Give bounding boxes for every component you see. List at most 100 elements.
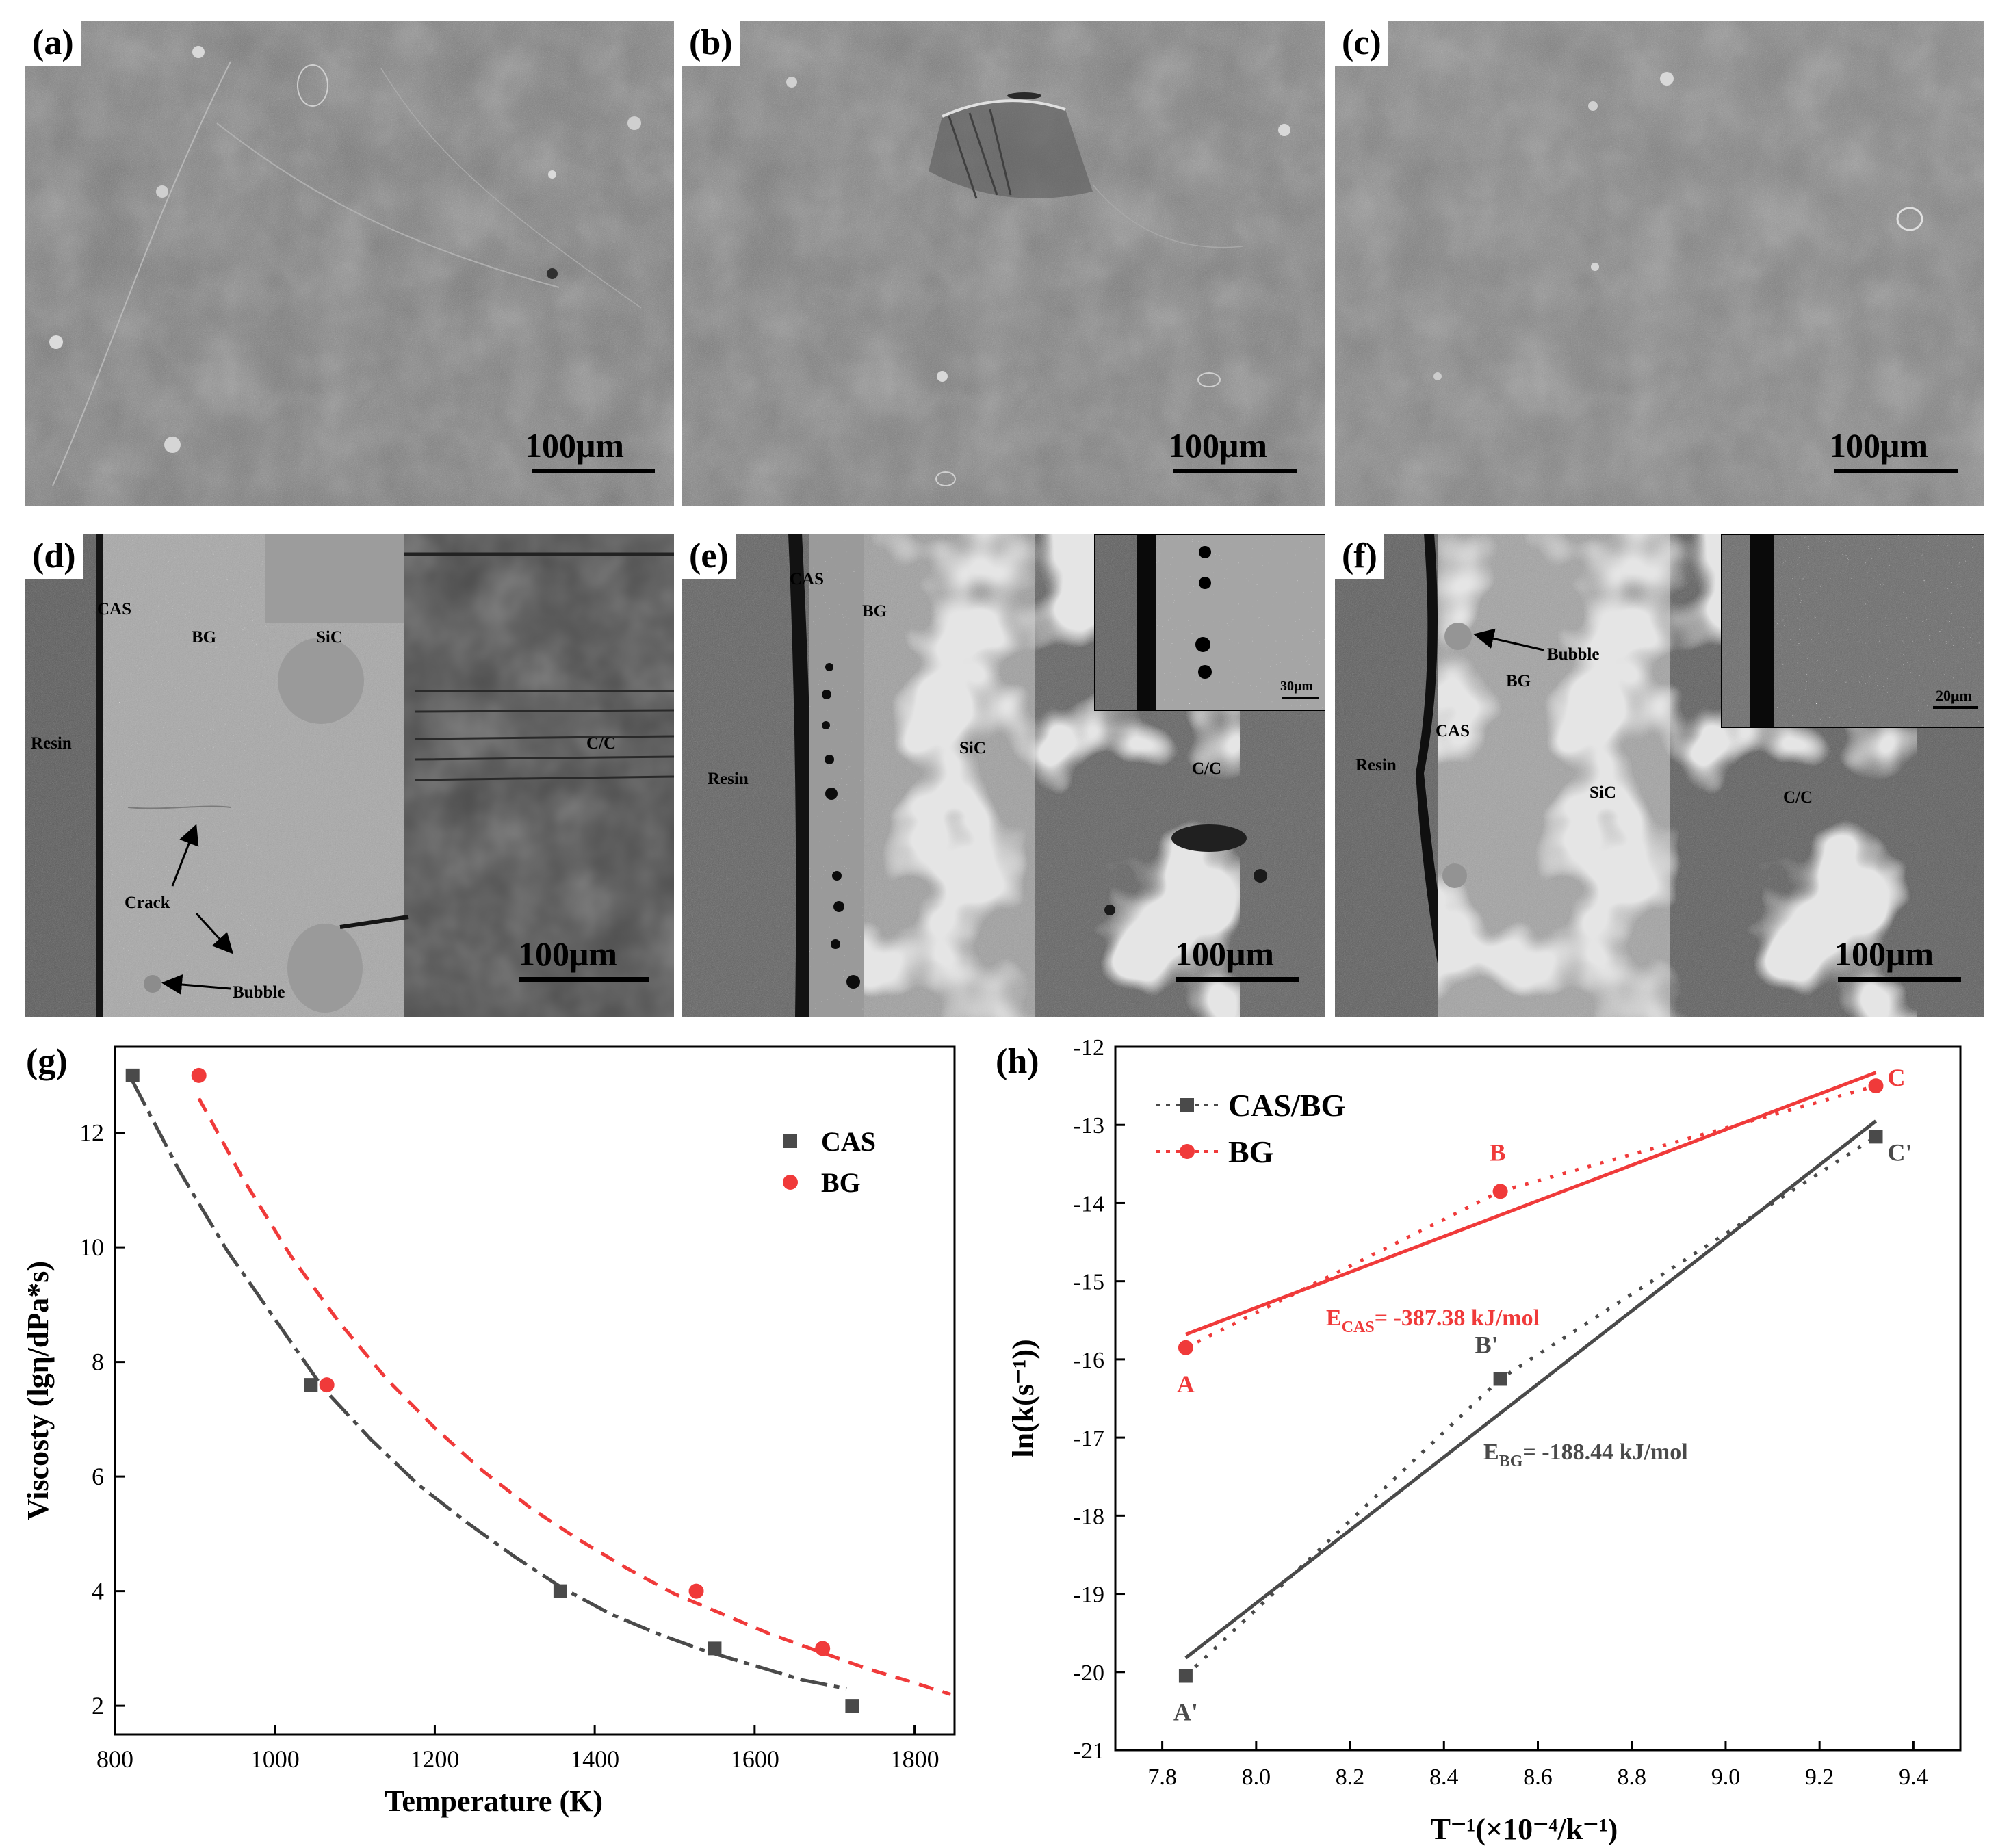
label-resin: Resin [31,734,72,753]
sem-image-e [682,534,1325,1017]
x-tick-label: 1600 [730,1745,779,1773]
panel-a-label: (a) [25,21,81,66]
sem-panel-a: (a) 100μm [25,21,674,506]
label-cc: C/C [586,734,617,753]
series-bg [191,1067,951,1696]
sem-image-d [25,534,674,1017]
label-cas: CAS [1436,722,1470,740]
x-tick-label: 800 [96,1745,133,1773]
x-tick-label: 8.4 [1429,1765,1459,1790]
sem-panel-f: 20μm (f) Bubble BG CAS Resin SiC C/C 100… [1335,534,1984,1017]
y-tick-label: 10 [79,1234,104,1261]
panel-f-scale-bar [1838,977,1961,982]
y-tick-label: -21 [1074,1739,1104,1764]
point-label: B [1490,1138,1506,1166]
annotation-arrows-f [1473,628,1544,651]
x-axis-title: T⁻¹(×10⁻⁴/k⁻¹) [1431,1812,1618,1846]
y-tick-label: -14 [1074,1191,1104,1216]
sem-panel-b: (b) 100μm [682,21,1325,506]
data-point-cas [304,1378,318,1392]
data-point [1492,1184,1508,1199]
viscosity-chart: (g) 800 1000 1200 1400 1600 1800 2 4 6 8 10 12 Temper… [21,1042,956,1818]
series-cas [125,1068,859,1713]
x-tick-label: 8.8 [1617,1765,1646,1790]
label-resin: Resin [1355,756,1397,775]
y-tick-label: 2 [92,1692,104,1719]
y-tick-label: 8 [92,1349,104,1376]
y-axis-title: Viscosty (lgη/dPa*s) [21,1261,55,1520]
panel-a-scale-bar [532,469,655,473]
label-cc: C/C [1192,759,1222,778]
chart-g-panel-label: (g) [26,1042,68,1081]
y-tick-label: -17 [1074,1426,1104,1451]
y-tick-label: -12 [1074,1035,1104,1060]
legend-marker-bg [783,1175,798,1190]
x-tick-label: 9.4 [1899,1765,1928,1790]
y-tick-label: -18 [1074,1504,1104,1529]
data-point-bg [815,1641,831,1656]
legend-label-bg: BG [821,1167,861,1198]
label-sic: SiC [959,739,986,757]
y-tick-label: 12 [79,1119,104,1147]
data-point-bg [688,1583,704,1599]
label-cas: CAS [790,570,825,588]
label-cc: C/C [1783,788,1813,807]
panel-b-scale-bar [1173,469,1297,473]
y-tick-label: -13 [1074,1113,1104,1138]
legend-marker [1180,1098,1194,1112]
x-tick-label: 8.0 [1242,1765,1271,1790]
panel-b-scale-text: 100μm [1168,426,1267,465]
panel-e-label: (e) [682,534,736,579]
sem-panel-e: 30μm (e) CAS BG SiC Resin C/C 100μm [682,534,1325,1017]
inset-f-image [1722,535,1984,727]
label-sic: SiC [316,628,343,647]
data-point [1178,1340,1193,1355]
data-point-cas [553,1584,567,1598]
panel-a-scale-text: 100μm [525,426,624,465]
data-point-cas [845,1699,859,1713]
data-point-cas [125,1068,140,1082]
inset-e-scale-text: 30μm [1280,679,1313,694]
panel-d-label: (d) [25,534,83,579]
series-bg: A B C [1177,1064,1906,1398]
fit-curve-cas [131,1080,847,1691]
sem-image-c [1335,21,1984,506]
connector-line [1184,1135,1877,1678]
legend-label: BG [1228,1134,1273,1169]
series-cas-bg: A' B' C' [1173,1119,1912,1726]
x-tick-label: 9.0 [1711,1765,1741,1790]
sem-panel-d: (d) CAS BG SiC Resin C/C Crack Bubble 10… [25,534,674,1017]
x-axis-title: Temperature (K) [385,1784,603,1818]
data-point-bg [319,1377,335,1393]
point-label: B' [1475,1331,1498,1358]
sem-panel-c: (c) 100μm [1335,21,1984,506]
x-tick-label: 1400 [570,1745,619,1773]
activation-energy-bg: EBG= -188.44 kJ/mol [1483,1440,1688,1470]
legend-marker [1180,1144,1195,1159]
y-tick-label: -15 [1074,1270,1104,1295]
legend-label-cas: CAS [821,1126,876,1157]
annotation-arrows-d [161,824,234,995]
panel-d-scale-bar [519,977,649,982]
panel-e-scale-bar [1176,977,1299,982]
point-label: A [1177,1370,1195,1398]
x-tick-label: 7.8 [1147,1765,1177,1790]
y-tick-label: -19 [1074,1583,1104,1608]
point-label: C' [1888,1138,1912,1166]
sem-image-a [25,21,674,506]
panel-c-label: (c) [1335,21,1388,66]
panel-f-label: (f) [1335,534,1384,579]
panel-f-scale-text: 100μm [1834,935,1934,973]
data-point [1868,1078,1884,1094]
chart-h-panel-label: (h) [996,1042,1039,1081]
label-crack: Crack [125,894,170,912]
data-point [1178,1669,1193,1683]
sem-image-f [1335,534,1984,1017]
inset-f-scale-text: 20μm [1936,687,1972,704]
label-sic: SiC [1590,783,1616,802]
point-label: A' [1173,1698,1198,1726]
label-resin: Resin [708,770,749,788]
x-tick-label: 8.2 [1336,1765,1365,1790]
panel-d-scale-text: 100μm [518,935,617,973]
x-tick-label: 1800 [890,1745,939,1773]
